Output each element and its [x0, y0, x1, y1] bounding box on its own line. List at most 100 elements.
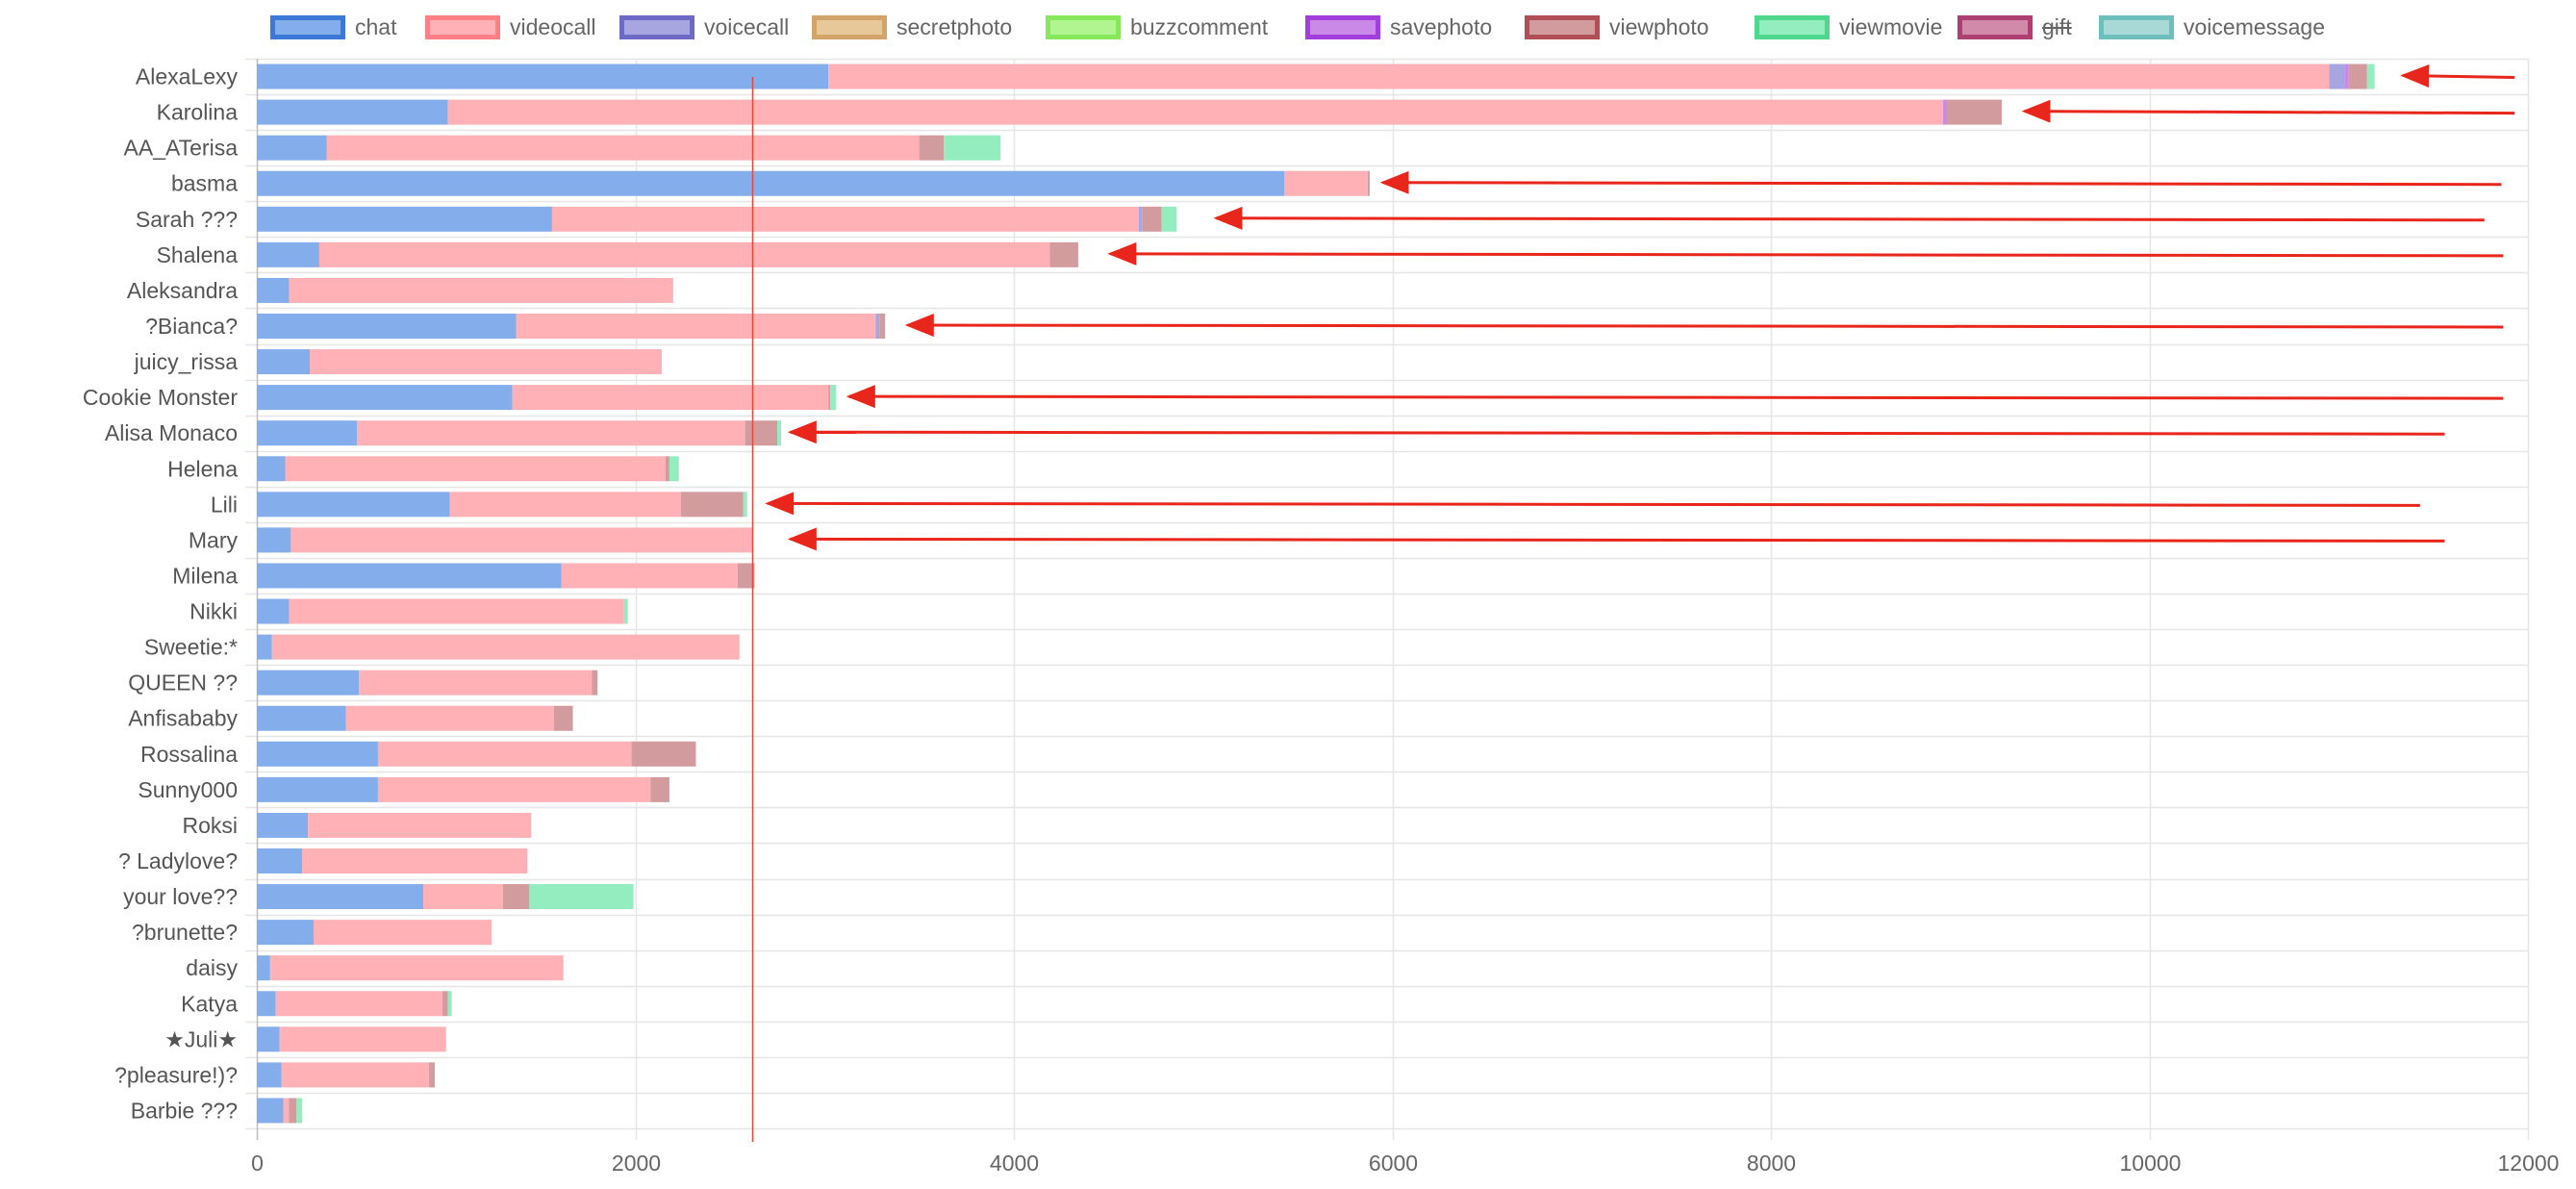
bar-segment-voicecall: [1138, 206, 1143, 232]
y-category-label: Sweetie:*: [144, 635, 238, 660]
bar-segment-viewphoto: [828, 385, 831, 411]
bar-segment-chat: [257, 456, 286, 482]
y-category-label: AlexaLexy: [136, 64, 239, 89]
bar-segment-viewmovie: [777, 420, 781, 446]
bar-segment-videocall: [561, 563, 738, 589]
y-category-label: ?Bianca?: [145, 314, 238, 339]
legend-label: savephoto: [1390, 13, 1493, 39]
bar-segment-videocall: [314, 920, 492, 946]
bar-segment-viewphoto: [631, 741, 696, 767]
legend-label: chat: [355, 13, 397, 39]
legend-label: secretphoto: [897, 13, 1013, 39]
bar-segment-viewphoto: [680, 492, 744, 518]
bar-segment-viewphoto: [592, 670, 598, 696]
legend-swatch: [1046, 14, 1121, 39]
x-tick-label: 6000: [1369, 1151, 1418, 1176]
y-category-label: daisy: [186, 955, 238, 980]
bar-segment-chat: [257, 776, 378, 802]
legend-label: videocall: [510, 13, 596, 39]
y-category-label: your love??: [123, 884, 238, 909]
bar-segment-videocall: [326, 135, 920, 161]
legend-item-videocall[interactable]: videocall: [425, 12, 596, 42]
bar-segment-videocall: [281, 1062, 430, 1088]
legend-item-buzzcomment[interactable]: buzzcomment: [1046, 12, 1268, 42]
bar-segment-viewphoto: [2348, 63, 2367, 89]
x-tick-label: 12000: [2498, 1151, 2560, 1176]
y-category-label: Karolina: [157, 100, 239, 125]
legend-label: gift: [2042, 13, 2072, 39]
bar-segment-chat: [257, 99, 448, 125]
bar-segment-viewmovie: [1161, 206, 1177, 232]
y-category-label: Helena: [167, 456, 238, 481]
bar-segment-chat: [257, 135, 327, 161]
bar-segment-videocall: [449, 492, 681, 518]
bar-segment-viewmovie: [743, 492, 747, 518]
bar-segment-videocall: [285, 456, 666, 482]
bar-segment-viewmovie: [529, 884, 634, 910]
bar-segment-videocall: [310, 349, 663, 375]
legend-swatch: [270, 14, 345, 39]
bar-segment-videocall: [302, 848, 528, 873]
bar-segment-viewphoto: [879, 314, 886, 339]
annotation-arrow: [1107, 241, 2504, 266]
bar-segment-videocall: [279, 1026, 446, 1052]
x-tick-label: 8000: [1747, 1151, 1796, 1176]
bar-segment-chat: [257, 385, 513, 411]
bar-segment-viewphoto: [289, 1098, 297, 1124]
bar-segment-chat: [257, 812, 309, 838]
bar-segment-videocall: [289, 598, 624, 624]
legend-item-chat[interactable]: chat: [270, 12, 396, 42]
bar-segment-voicecall: [2329, 63, 2345, 89]
bar-segment-chat: [257, 170, 1285, 196]
y-category-label: Mary: [189, 527, 239, 552]
legend-label: viewphoto: [1609, 13, 1709, 39]
legend-item-gift[interactable]: gift: [1957, 12, 2072, 42]
y-category-label: Anfisababy: [128, 706, 238, 731]
bar-segment-videocall: [377, 776, 651, 802]
legend-item-savephoto[interactable]: savephoto: [1305, 12, 1492, 42]
y-category-label: ?brunette?: [132, 920, 238, 945]
bar-segment-chat: [257, 349, 311, 375]
bar-segment-chat: [257, 598, 290, 624]
bar-segment-videocall: [289, 277, 673, 303]
y-category-label: Roksi: [182, 813, 238, 838]
bar-segment-viewmovie: [296, 1098, 303, 1124]
legend-swatch: [1755, 14, 1830, 39]
bar-segment-chat: [257, 1062, 282, 1088]
bar-segment-videocall: [308, 812, 532, 838]
bar-segment-viewphoto: [1946, 99, 2003, 125]
bar-segment-videocall: [318, 241, 1050, 267]
bar-segment-videocall: [357, 420, 745, 446]
legend-label: buzzcomment: [1130, 13, 1269, 39]
bar-segment-videocall: [283, 1098, 290, 1124]
bar-segment-videocall: [447, 99, 1944, 125]
y-category-label: Aleksandra: [127, 278, 238, 303]
bar-segment-chat: [257, 277, 290, 303]
bar-segment-chat: [257, 741, 378, 767]
y-category-label: Katya: [181, 991, 238, 1016]
legend-item-viewphoto[interactable]: viewphoto: [1525, 12, 1709, 42]
legend-item-voicecall[interactable]: voicecall: [619, 12, 789, 42]
legend-item-secretphoto[interactable]: secretphoto: [812, 12, 1012, 42]
legend-item-viewmovie[interactable]: viewmovie: [1755, 12, 1942, 42]
y-category-label: Sarah ???: [136, 207, 238, 232]
annotation-arrow: [2400, 64, 2515, 88]
legend-item-voicemessage[interactable]: voicemessage: [2099, 12, 2325, 42]
bar-segment-viewmovie: [447, 991, 452, 1017]
bar-segment-chat: [257, 670, 360, 696]
legend-swatch: [619, 14, 695, 39]
bar-segment-chat: [257, 527, 291, 553]
y-category-label: Cookie Monster: [83, 385, 238, 410]
bar-segment-viewmovie: [2366, 63, 2375, 89]
legend-swatch: [1957, 14, 2033, 39]
y-category-label: Milena: [172, 563, 238, 588]
y-category-label: Sunny000: [138, 777, 238, 802]
bar-segment-viewphoto: [665, 456, 669, 482]
y-category-label: Shalena: [157, 242, 239, 267]
legend-label: viewmovie: [1839, 13, 1943, 39]
annotation-arrow: [2021, 99, 2515, 123]
bar-segment-videocall: [345, 705, 554, 731]
y-category-label: juicy_rissa: [134, 349, 239, 374]
bar-segment-viewphoto: [1049, 241, 1078, 267]
